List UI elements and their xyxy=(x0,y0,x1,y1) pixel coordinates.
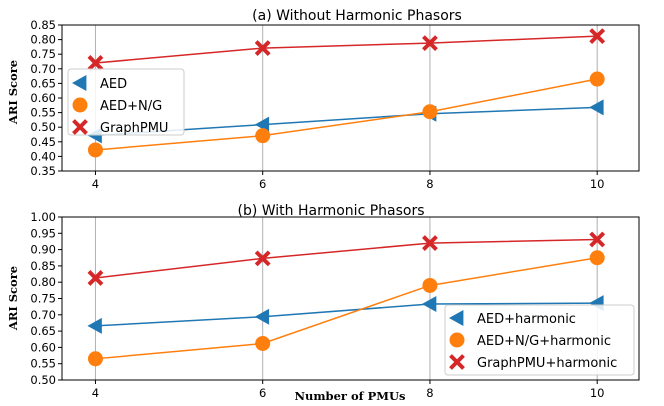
series-line xyxy=(95,78,598,151)
data-point xyxy=(87,351,103,367)
data-point xyxy=(589,231,606,248)
y-tick-label: 0.50 xyxy=(30,120,56,134)
y-tick-label: 0.70 xyxy=(30,62,56,76)
data-point xyxy=(254,116,270,133)
panel-a-legend: AED AED+N/G GraphPMU xyxy=(67,68,185,136)
data-point xyxy=(87,317,102,334)
legend-label: AED+harmonic xyxy=(477,312,576,327)
legend-a-box xyxy=(67,68,185,136)
data-point xyxy=(422,35,438,52)
data-point xyxy=(87,142,103,158)
data-point xyxy=(254,308,270,325)
y-tick-label: 0.85 xyxy=(30,259,56,273)
y-tick-label: 0.45 xyxy=(30,135,56,149)
data-point xyxy=(254,40,271,56)
x-axis-label: Number of PMUs xyxy=(295,389,406,403)
x-tick-label: 4 xyxy=(92,177,99,191)
x-tick-label: 6 xyxy=(259,177,266,191)
data-point xyxy=(421,296,437,313)
y-tick-label: 0.60 xyxy=(30,340,56,354)
y-tick-label: 0.55 xyxy=(30,357,56,371)
data-point xyxy=(589,250,605,266)
y-tick-label: 0.40 xyxy=(30,149,56,163)
legend-label: GraphPMU+harmonic xyxy=(477,356,617,371)
y-tick-label: 0.65 xyxy=(30,324,56,338)
x-tick-label: 10 xyxy=(590,386,605,400)
data-point xyxy=(255,128,271,144)
x-tick-label: 10 xyxy=(590,177,605,191)
data-point xyxy=(87,55,104,71)
legend-marker xyxy=(72,97,88,113)
legend-label: AED+N/G xyxy=(100,99,162,114)
y-tick-label: 0.75 xyxy=(30,47,56,61)
panel-b-legend: AED+harmonic AED+N/G+harmonic GraphPMU+har… xyxy=(444,304,635,376)
data-point xyxy=(87,270,104,286)
panel-a: (a) Without Harmonic Phasors ARI Score 4… xyxy=(6,8,640,191)
series-line xyxy=(95,302,598,327)
y-tick-label: 0.65 xyxy=(30,76,56,90)
y-tick-label: 1.00 xyxy=(30,210,56,224)
data-point xyxy=(589,99,604,116)
y-tick-label: 0.60 xyxy=(30,91,56,105)
panel-a-ticks: 4 6 8 10 0.350.400.450.500.550.600.650.700.7… xyxy=(30,18,604,191)
y-tick-label: 0.70 xyxy=(30,308,56,322)
panel-b-series xyxy=(87,231,606,367)
series-line xyxy=(95,35,598,64)
legend-marker xyxy=(449,310,464,326)
data-point xyxy=(589,71,605,87)
data-point xyxy=(589,28,606,44)
y-tick-label: 0.80 xyxy=(30,33,56,47)
legend-marker xyxy=(449,354,465,370)
y-tick-label: 0.85 xyxy=(30,18,56,32)
data-point xyxy=(422,104,438,120)
legend-marker xyxy=(449,332,465,348)
x-tick-label: 4 xyxy=(92,386,99,400)
legend-marker xyxy=(72,119,88,135)
y-tick-label: 0.50 xyxy=(30,373,56,387)
series-line xyxy=(95,257,598,360)
series-line xyxy=(95,238,598,279)
y-tick-label: 0.35 xyxy=(30,164,56,178)
x-tick-label: 8 xyxy=(426,386,433,400)
data-point xyxy=(422,235,438,251)
data-point xyxy=(254,250,271,267)
data-point xyxy=(422,277,438,293)
x-tick-label: 6 xyxy=(259,386,266,400)
legend-label: GraphPMU xyxy=(100,121,168,136)
y-tick-label: 0.80 xyxy=(30,275,56,289)
legend-marker xyxy=(72,75,87,91)
data-point xyxy=(255,335,271,351)
legend-label: AED xyxy=(100,77,127,92)
y-tick-label: 0.95 xyxy=(30,226,56,240)
legend-label: AED+N/G+harmonic xyxy=(477,334,611,349)
panel-b: (b) With Harmonic Phasors ARI Score 4 6 8 1… xyxy=(6,203,640,403)
legend-b-box xyxy=(444,304,635,376)
panel-b-ylabel: ARI Score xyxy=(6,266,20,331)
x-tick-label: 8 xyxy=(426,177,433,191)
y-tick-label: 0.90 xyxy=(30,243,56,257)
panel-a-title: (a) Without Harmonic Phasors xyxy=(252,8,462,24)
panel-a-ylabel: ARI Score xyxy=(6,60,20,125)
panel-b-ticks: 4 6 8 10 0.50 0.55 0.60 0.65 0.70 0.75 0.80 0.85 0.9… xyxy=(30,210,604,400)
y-tick-label: 0.75 xyxy=(30,292,56,306)
y-tick-label: 0.55 xyxy=(30,106,56,120)
panel-b-title: (b) With Harmonic Phasors xyxy=(237,203,424,219)
